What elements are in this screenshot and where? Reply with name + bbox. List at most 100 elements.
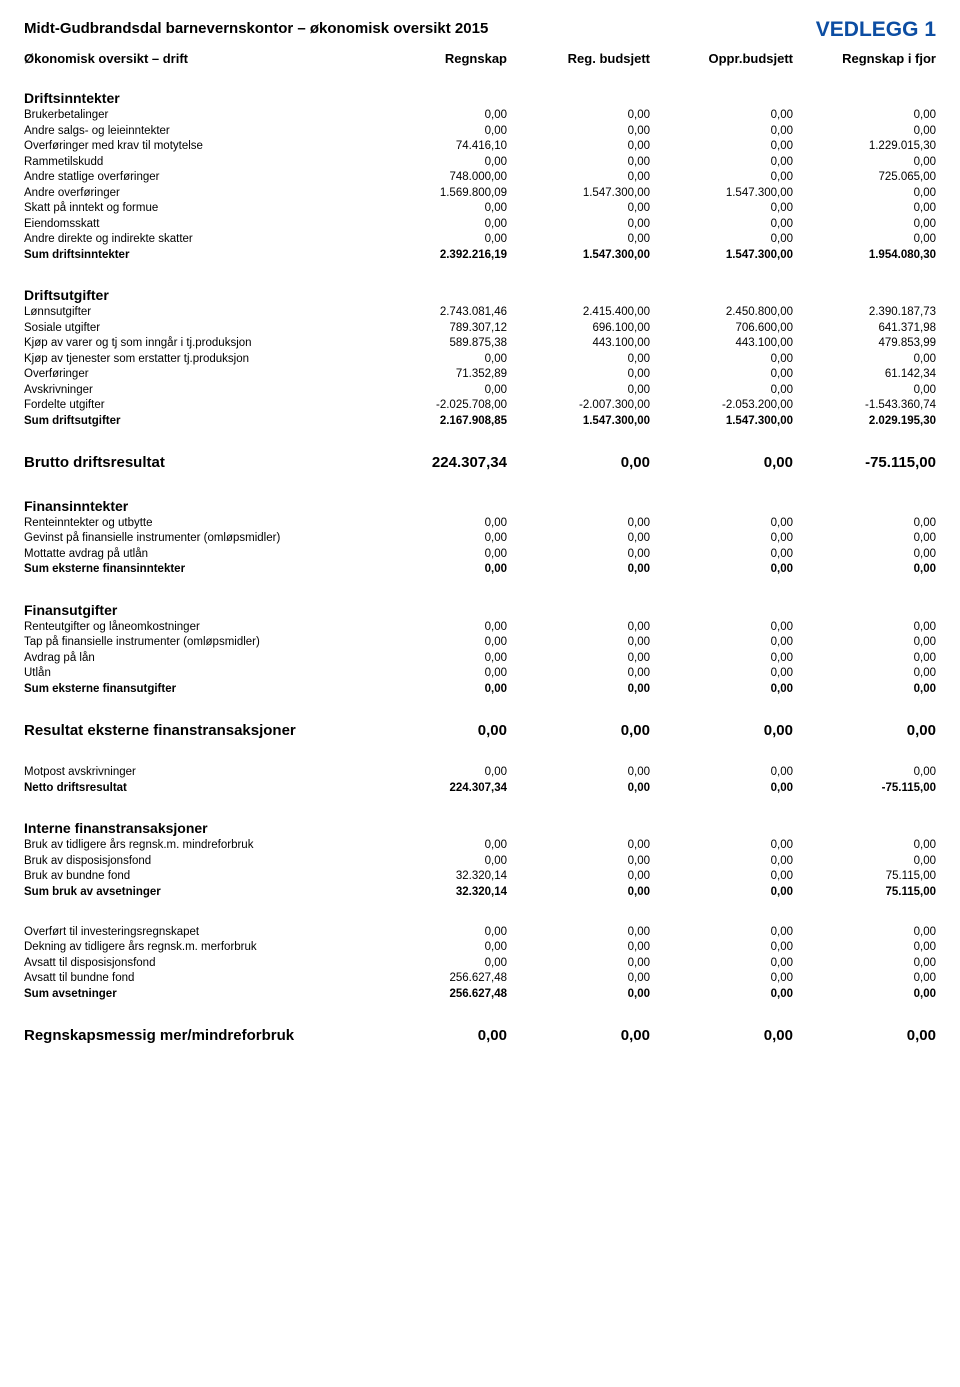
header-c1: Regnskap	[364, 51, 507, 66]
row-label: Netto driftsresultat	[24, 781, 364, 797]
row-label: Renteutgifter og låneomkostninger	[24, 620, 364, 636]
row-value: 0,00	[793, 651, 936, 667]
table-row: Mottatte avdrag på utlån0,000,000,000,00	[24, 547, 936, 563]
row-value: 2.415.400,00	[507, 305, 650, 321]
row-value: 0,00	[507, 124, 650, 140]
row-label: Gevinst på finansielle instrumenter (oml…	[24, 531, 364, 547]
row-value: 0,00	[364, 108, 507, 124]
row-value: 0,00	[650, 352, 793, 368]
section-head: Driftsinntekter	[24, 90, 936, 106]
row-label: Skatt på inntekt og formue	[24, 201, 364, 217]
row-value: 1.547.300,00	[650, 248, 793, 264]
row-value: 32.320,14	[364, 869, 507, 885]
row-value: 0,00	[364, 562, 507, 578]
table-row: Andre direkte og indirekte skatter0,000,…	[24, 232, 936, 248]
row-label: Resultat eksterne finanstransaksjoner	[24, 721, 364, 741]
table-row: Overføringer71.352,890,000,0061.142,34	[24, 367, 936, 383]
row-value: -75.115,00	[793, 781, 936, 797]
table-row: Avsatt til bundne fond256.627,480,000,00…	[24, 971, 936, 987]
row-value: 0,00	[650, 635, 793, 651]
row-value: 2.029.195,30	[793, 414, 936, 430]
row-value: -2.053.200,00	[650, 398, 793, 414]
row-value: 0,00	[793, 940, 936, 956]
section-head: Interne finanstransaksjoner	[24, 820, 936, 836]
row-value: 0,00	[650, 987, 793, 1003]
row-value: 0,00	[793, 987, 936, 1003]
row-value: 479.853,99	[793, 336, 936, 352]
row-label: Andre direkte og indirekte skatter	[24, 232, 364, 248]
row-value: 0,00	[793, 232, 936, 248]
row-value: 2.392.216,19	[364, 248, 507, 264]
row-value: 0,00	[507, 869, 650, 885]
row-value: 0,00	[650, 721, 793, 741]
row-value: 706.600,00	[650, 321, 793, 337]
table-row: Sum eksterne finansutgifter0,000,000,000…	[24, 682, 936, 698]
row-label: Sum eksterne finansinntekter	[24, 562, 364, 578]
table-row: Fordelte utgifter-2.025.708,00-2.007.300…	[24, 398, 936, 414]
row-label: Avsatt til disposisjonsfond	[24, 956, 364, 972]
row-label: Sum driftsutgifter	[24, 414, 364, 430]
table-row: Bruk av tidligere års regnsk.m. mindrefo…	[24, 838, 936, 854]
row-value: 0,00	[507, 666, 650, 682]
table-row: Andre salgs- og leieinntekter0,000,000,0…	[24, 124, 936, 140]
row-value: 1.547.300,00	[650, 414, 793, 430]
row-value: 0,00	[364, 1026, 507, 1046]
attachment-label: VEDLEGG 1	[816, 18, 936, 42]
row-value: 1.954.080,30	[793, 248, 936, 264]
row-label: Sum driftsinntekter	[24, 248, 364, 264]
row-label: Overføringer med krav til motytelse	[24, 139, 364, 155]
row-value: 0,00	[650, 232, 793, 248]
row-label: Eiendomsskatt	[24, 217, 364, 233]
table-row: Andre statlige overføringer748.000,000,0…	[24, 170, 936, 186]
table-row: Kjøp av tjenester som erstatter tj.produ…	[24, 352, 936, 368]
row-value: 0,00	[364, 531, 507, 547]
row-value: 0,00	[650, 1026, 793, 1046]
row-value: 0,00	[507, 232, 650, 248]
row-value: 0,00	[650, 765, 793, 781]
row-value: 0,00	[364, 838, 507, 854]
row-value: 0,00	[364, 124, 507, 140]
row-value: -75.115,00	[793, 453, 936, 473]
row-value: 0,00	[507, 155, 650, 171]
table-row: Skatt på inntekt og formue0,000,000,000,…	[24, 201, 936, 217]
row-value: 71.352,89	[364, 367, 507, 383]
row-value: -2.007.300,00	[507, 398, 650, 414]
row-value: 748.000,00	[364, 170, 507, 186]
row-value: 0,00	[507, 1026, 650, 1046]
row-value: 0,00	[507, 956, 650, 972]
row-value: 0,00	[507, 547, 650, 563]
row-label: Bruk av tidligere års regnsk.m. mindrefo…	[24, 838, 364, 854]
row-value: 0,00	[507, 383, 650, 399]
row-value: 0,00	[364, 854, 507, 870]
table-row: Andre overføringer1.569.800,091.547.300,…	[24, 186, 936, 202]
row-value: 0,00	[507, 987, 650, 1003]
row-value: 0,00	[507, 765, 650, 781]
row-value: 0,00	[793, 682, 936, 698]
row-value: 0,00	[650, 940, 793, 956]
row-value: 74.416,10	[364, 139, 507, 155]
row-value: 0,00	[650, 925, 793, 941]
row-value: 641.371,98	[793, 321, 936, 337]
row-value: 0,00	[507, 170, 650, 186]
row-value: 0,00	[364, 940, 507, 956]
row-value: 0,00	[650, 838, 793, 854]
row-label: Overføringer	[24, 367, 364, 383]
row-value: 0,00	[650, 666, 793, 682]
row-value: 2.743.081,46	[364, 305, 507, 321]
row-value: 0,00	[793, 635, 936, 651]
row-value: 0,00	[793, 956, 936, 972]
row-label: Sum avsetninger	[24, 987, 364, 1003]
row-label: Andre overføringer	[24, 186, 364, 202]
row-value: 0,00	[793, 516, 936, 532]
row-label: Fordelte utgifter	[24, 398, 364, 414]
section: Interne finanstransaksjoner Bruk av tidli…	[24, 820, 936, 900]
row-value: 0,00	[793, 108, 936, 124]
row-label: Motpost avskrivninger	[24, 765, 364, 781]
row-value: 0,00	[650, 547, 793, 563]
table-row: Utlån0,000,000,000,00	[24, 666, 936, 682]
row-value: 0,00	[364, 383, 507, 399]
header-c4: Regnskap i fjor	[793, 51, 936, 66]
row-value: 0,00	[364, 620, 507, 636]
row-label: Kjøp av tjenester som erstatter tj.produ…	[24, 352, 364, 368]
section: Brutto driftsresultat224.307,340,000,00-…	[24, 453, 936, 473]
